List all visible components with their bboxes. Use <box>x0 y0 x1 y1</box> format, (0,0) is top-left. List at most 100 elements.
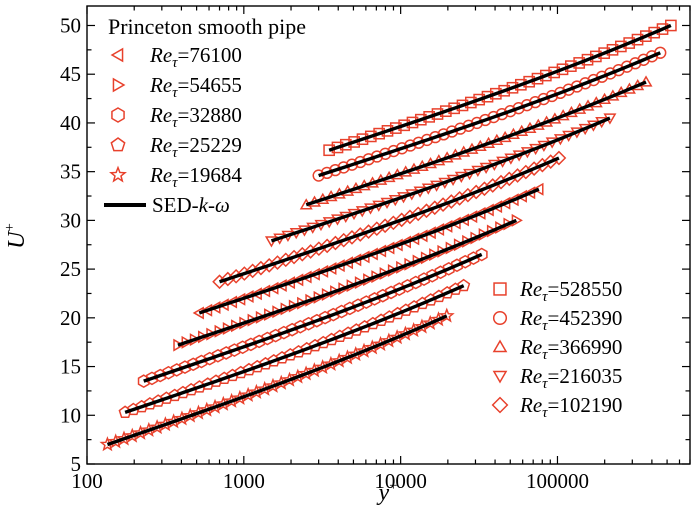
data-point <box>420 133 434 147</box>
data-point <box>412 136 425 149</box>
legend-tau-subscript: τ <box>542 347 548 363</box>
data-point <box>286 249 302 265</box>
model-line <box>305 80 647 207</box>
data-point <box>294 246 310 262</box>
legend-row-label: Reτ=528550 <box>519 277 622 305</box>
legend-re-symbol: Re <box>519 335 542 359</box>
legend-row-hexagon: Reτ=32880 <box>111 103 242 131</box>
legend-re-symbol: Re <box>149 43 172 67</box>
data-point <box>612 63 625 77</box>
data-point <box>237 266 252 281</box>
legend-tau-subscript: τ <box>542 318 548 334</box>
data-point <box>606 43 619 56</box>
data-point <box>615 40 627 53</box>
data-point <box>565 60 577 72</box>
y-tick-label: 40 <box>60 111 81 135</box>
data-point <box>551 150 567 166</box>
legend-tau-subscript: τ <box>172 85 178 101</box>
y-tick-label: 45 <box>60 62 81 86</box>
data-point <box>377 218 393 234</box>
model-line <box>270 116 611 243</box>
data-point <box>637 53 650 66</box>
data-point <box>220 271 236 287</box>
legend-row-label: Reτ=25229 <box>149 133 242 161</box>
data-point <box>520 99 534 112</box>
legend-marker <box>112 77 126 93</box>
legend-row-label: Reτ=54655 <box>149 73 242 101</box>
legend-top-left: Princeton smooth pipe Reτ=76100Reτ=54655… <box>104 14 306 217</box>
data-point <box>386 215 401 231</box>
data-point <box>228 268 244 284</box>
x-tick-labels: 100 1000 10000 100000 <box>71 469 589 493</box>
y-tick-label: 20 <box>60 306 81 330</box>
data-point <box>438 307 455 323</box>
legend-row-label: Reτ=76100 <box>149 43 242 71</box>
legend-marker <box>492 339 508 353</box>
data-point <box>573 57 586 69</box>
data-point <box>531 72 544 85</box>
legend-row-triangle-right: Reτ=54655 <box>112 73 242 101</box>
y-tick-label: 50 <box>60 13 81 37</box>
data-point <box>245 263 261 279</box>
legend-row-label: Reτ=19684 <box>149 163 242 191</box>
data-point <box>361 224 376 239</box>
data-point <box>278 252 294 268</box>
legend-row-label: Reτ=366990 <box>519 335 622 363</box>
data-point <box>261 257 277 273</box>
data-point <box>523 75 536 88</box>
legend-tau-subscript: τ <box>542 289 548 305</box>
data-point <box>623 37 636 49</box>
legend-marker <box>493 282 507 296</box>
legend-re-value: =366990 <box>548 335 623 359</box>
data-point <box>173 338 185 352</box>
legend-re-value: =54655 <box>178 73 242 97</box>
y-tick-label: 15 <box>60 355 81 379</box>
legend-marker <box>491 396 509 414</box>
plot-frame <box>86 5 691 465</box>
model-line <box>177 218 518 347</box>
data-point <box>352 227 368 242</box>
y-tick-label: 25 <box>60 257 81 281</box>
data-point <box>537 92 550 106</box>
legend-marker <box>492 370 508 384</box>
y-tick-label: 5 <box>71 452 82 476</box>
data-point <box>581 53 594 66</box>
legend-tau-subscript: τ <box>172 175 178 191</box>
legend-title: Princeton smooth pipe <box>108 14 306 39</box>
series-diamond <box>212 150 567 290</box>
legend-row-diamond: Reτ=102190 <box>491 393 622 421</box>
data-point <box>495 107 509 121</box>
data-point <box>445 125 459 138</box>
data-point <box>548 66 561 79</box>
data-point <box>394 212 410 228</box>
data-point <box>631 33 644 46</box>
data-point <box>479 113 492 127</box>
data-point <box>556 63 569 76</box>
y-axis-title-sup: + <box>2 223 18 231</box>
model-line <box>198 187 540 315</box>
legend-re-value: =76100 <box>178 43 242 67</box>
data-point <box>620 60 634 73</box>
data-point <box>454 122 467 135</box>
data-point <box>570 80 584 93</box>
data-point <box>504 105 517 118</box>
legend-re-symbol: Re <box>519 393 542 417</box>
legend-row-label: Reτ=32880 <box>149 103 242 131</box>
legend-bottom-right: Reτ=528550Reτ=452390Reτ=366990Reτ=216035… <box>491 277 623 421</box>
x-axis-title-main: y <box>376 480 389 506</box>
y-axis-title: U+ <box>2 223 30 249</box>
legend-re-symbol: Re <box>519 306 542 330</box>
data-point <box>319 238 335 254</box>
legend-re-value: =452390 <box>548 306 623 330</box>
data-point <box>303 244 318 259</box>
x-tick-label: 1000 <box>223 469 265 493</box>
data-point <box>212 274 227 290</box>
legend-re-symbol: Re <box>519 364 542 388</box>
legend-tau-subscript: τ <box>172 55 178 71</box>
data-point <box>545 89 559 103</box>
legend-row-line: SED-k-ω <box>104 193 230 217</box>
legend-row-circle: Reτ=452390 <box>492 306 623 334</box>
data-point <box>487 110 500 124</box>
data-point <box>539 69 552 82</box>
axis-ticks <box>86 6 691 465</box>
